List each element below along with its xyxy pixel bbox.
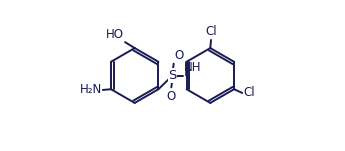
Text: O: O bbox=[166, 90, 175, 103]
Text: NH: NH bbox=[184, 61, 202, 74]
Text: O: O bbox=[175, 49, 184, 62]
Text: Cl: Cl bbox=[243, 86, 255, 99]
Text: H₂N: H₂N bbox=[80, 84, 102, 96]
Text: S: S bbox=[168, 69, 177, 82]
Text: HO: HO bbox=[106, 28, 124, 41]
Text: Cl: Cl bbox=[205, 26, 217, 39]
